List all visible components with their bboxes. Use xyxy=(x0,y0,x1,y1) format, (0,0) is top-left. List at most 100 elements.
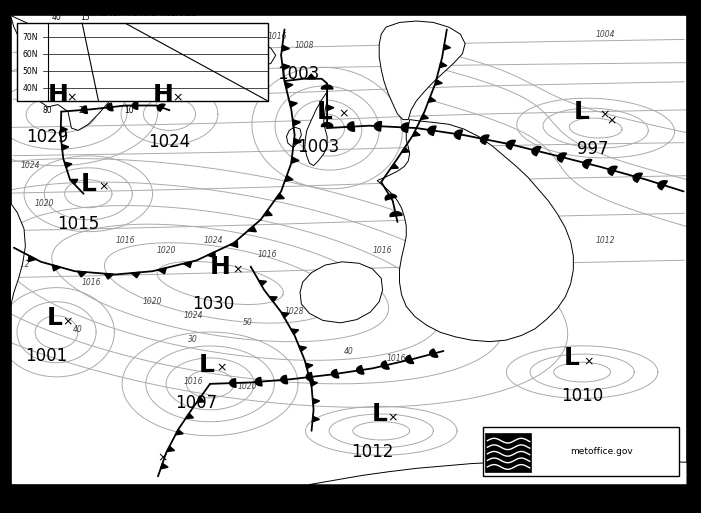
Text: 50: 50 xyxy=(243,319,252,327)
Polygon shape xyxy=(285,83,293,89)
Polygon shape xyxy=(300,262,383,323)
Polygon shape xyxy=(64,162,72,168)
Polygon shape xyxy=(428,97,435,103)
Text: ×: × xyxy=(338,107,348,121)
Text: 1030: 1030 xyxy=(192,295,235,313)
Polygon shape xyxy=(390,212,402,216)
Text: 1020: 1020 xyxy=(238,382,257,391)
Text: ×: × xyxy=(157,451,168,465)
Text: 1016: 1016 xyxy=(258,250,278,259)
Text: H: H xyxy=(48,83,68,107)
Polygon shape xyxy=(327,105,334,111)
Bar xyxy=(483,427,679,477)
Text: 1024: 1024 xyxy=(204,236,223,245)
Text: 70N: 70N xyxy=(22,33,38,42)
Polygon shape xyxy=(658,181,667,190)
Text: in kt for 4.0 hPa intervals: in kt for 4.0 hPa intervals xyxy=(88,9,196,18)
Text: 1007: 1007 xyxy=(175,393,217,411)
Polygon shape xyxy=(412,131,420,136)
Polygon shape xyxy=(107,103,113,111)
Polygon shape xyxy=(379,21,465,120)
Polygon shape xyxy=(158,268,166,274)
Text: 1004: 1004 xyxy=(596,30,615,38)
Text: 15: 15 xyxy=(80,13,90,23)
Polygon shape xyxy=(310,381,318,386)
Text: L: L xyxy=(372,402,387,426)
Text: 1016: 1016 xyxy=(373,246,393,254)
Polygon shape xyxy=(175,429,183,435)
Text: 1015: 1015 xyxy=(57,215,100,233)
Polygon shape xyxy=(290,101,297,107)
Polygon shape xyxy=(259,281,266,286)
Text: 1020: 1020 xyxy=(143,297,163,306)
Text: 1012: 1012 xyxy=(11,260,30,269)
Text: 14: 14 xyxy=(358,288,367,297)
Polygon shape xyxy=(264,210,272,216)
Text: 1016: 1016 xyxy=(116,236,135,245)
Polygon shape xyxy=(283,64,290,70)
Polygon shape xyxy=(386,194,397,200)
Bar xyxy=(484,433,531,471)
Polygon shape xyxy=(291,329,299,334)
Text: ×: × xyxy=(63,315,74,328)
Text: 1024: 1024 xyxy=(149,133,191,151)
Polygon shape xyxy=(381,361,389,369)
Polygon shape xyxy=(374,122,381,131)
Polygon shape xyxy=(583,160,592,168)
Polygon shape xyxy=(282,45,290,51)
Text: 10: 10 xyxy=(124,107,134,115)
Polygon shape xyxy=(230,242,238,247)
Polygon shape xyxy=(157,104,165,111)
Polygon shape xyxy=(435,80,442,85)
Polygon shape xyxy=(390,164,398,169)
Text: 50N: 50N xyxy=(22,67,38,76)
Polygon shape xyxy=(440,62,447,68)
Polygon shape xyxy=(184,262,192,267)
Polygon shape xyxy=(292,120,301,126)
Polygon shape xyxy=(161,463,168,469)
Polygon shape xyxy=(308,460,687,485)
Polygon shape xyxy=(428,126,436,135)
Text: ×: × xyxy=(66,91,76,104)
Polygon shape xyxy=(454,130,463,140)
Text: 1003: 1003 xyxy=(297,138,339,156)
Polygon shape xyxy=(406,356,414,364)
Text: 1024: 1024 xyxy=(184,311,203,320)
Polygon shape xyxy=(186,413,193,419)
Text: 1008: 1008 xyxy=(295,42,315,50)
Text: ×: × xyxy=(217,362,227,375)
Text: 40: 40 xyxy=(74,325,83,334)
Polygon shape xyxy=(299,346,306,351)
Text: L: L xyxy=(81,172,96,196)
Text: L: L xyxy=(199,353,215,377)
Polygon shape xyxy=(167,446,175,451)
Text: ×: × xyxy=(599,108,610,122)
Polygon shape xyxy=(321,123,333,127)
Text: L: L xyxy=(317,100,333,124)
Polygon shape xyxy=(131,272,140,278)
Polygon shape xyxy=(480,135,489,144)
Polygon shape xyxy=(104,273,114,279)
Polygon shape xyxy=(608,166,618,175)
Polygon shape xyxy=(633,173,642,182)
Text: 1024: 1024 xyxy=(325,292,345,302)
Text: H: H xyxy=(210,254,231,279)
Polygon shape xyxy=(402,147,409,152)
Polygon shape xyxy=(430,349,438,357)
Text: ×: × xyxy=(172,91,183,104)
Text: 40N: 40N xyxy=(22,84,38,93)
Text: 1003: 1003 xyxy=(277,65,319,83)
Polygon shape xyxy=(377,120,573,342)
Text: metoffice.gov: metoffice.gov xyxy=(570,447,632,456)
Polygon shape xyxy=(255,378,262,386)
Polygon shape xyxy=(294,139,301,145)
Polygon shape xyxy=(281,376,287,384)
Polygon shape xyxy=(444,45,451,50)
Polygon shape xyxy=(557,153,566,162)
Text: 1008: 1008 xyxy=(522,295,541,304)
Text: ×: × xyxy=(388,411,398,424)
Polygon shape xyxy=(281,312,289,318)
Polygon shape xyxy=(401,123,409,132)
Text: 1012: 1012 xyxy=(351,443,393,461)
Polygon shape xyxy=(230,379,236,387)
